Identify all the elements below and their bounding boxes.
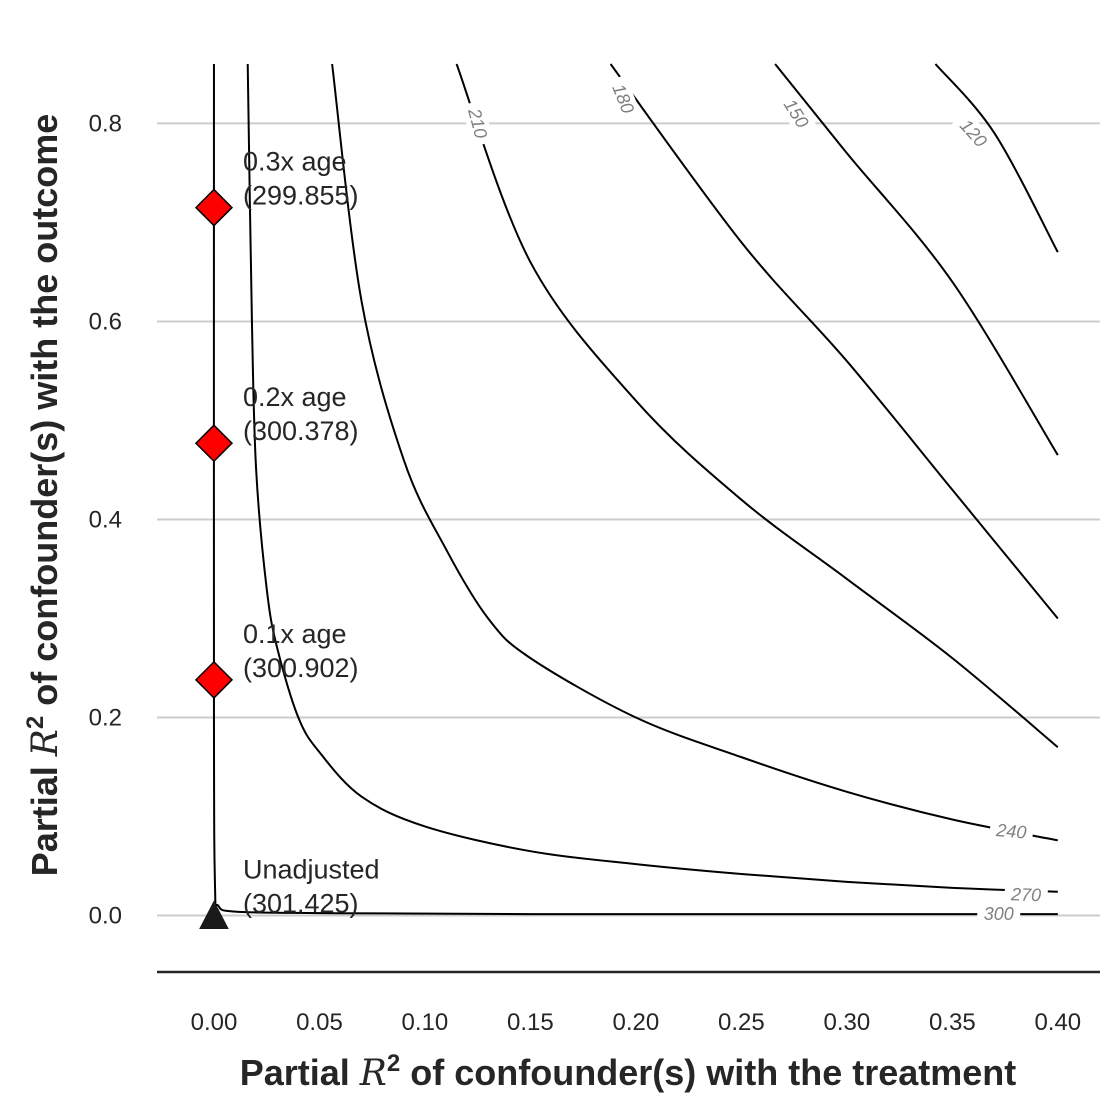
bound-label-3: 0.3x age (299.855) (243, 147, 359, 211)
contour-label-gap (604, 74, 642, 123)
unadjusted-label-line2: (301.425) (243, 889, 359, 919)
contour-line-180 (609, 63, 1059, 620)
contour-label: 240 (995, 820, 1028, 843)
y-tick-label: 0.0 (89, 903, 122, 930)
y-axis-title-var: R (25, 729, 66, 757)
contour-line-300 (212, 63, 1058, 916)
bound-marker-1 (194, 660, 234, 699)
bound-label-2: 0.2x age (300.378) (243, 382, 359, 446)
contour-line-270 (246, 63, 1058, 893)
contour-label-gap (989, 818, 1034, 845)
contour-label-gap (775, 89, 817, 138)
x-tick-label: 0.30 (823, 1009, 870, 1036)
contour-label-gap (461, 99, 494, 148)
contour-label: 300 (984, 904, 1014, 924)
contour-label: 210 (464, 105, 491, 140)
x-tick-label: 0.00 (191, 1009, 238, 1036)
x-axis-title-var: R (359, 1053, 387, 1094)
bound-label-1-line1: 0.1x age (243, 619, 347, 649)
unadjusted-label: Unadjusted (301.425) (243, 855, 380, 919)
x-tick-label: 0.35 (929, 1009, 976, 1036)
contour-label: 270 (1010, 884, 1042, 905)
point-annotations: Unadjusted (301.425) 0.1x age (300.902) 0.2x… (243, 147, 380, 919)
y-tick-label: 0.8 (89, 110, 122, 137)
y-tick-label: 0.2 (89, 705, 122, 732)
unadjusted-marker (199, 900, 229, 930)
contour-lines (212, 63, 1059, 916)
contour-label-gap (977, 903, 1021, 926)
unadjusted-label-line1: Unadjusted (243, 855, 380, 885)
contour-label-gap (1004, 883, 1049, 907)
bound-label-1: 0.1x age (300.902) (243, 619, 359, 683)
contour-line-150 (774, 63, 1059, 456)
y-tick-label: 0.4 (89, 506, 122, 533)
x-axis-title-prefix: Partial (240, 1052, 360, 1093)
bound-label-2-line2: (300.378) (243, 416, 359, 446)
bound-label-2-line1: 0.2x age (243, 382, 347, 412)
y-axis-title: Partial R2 of confounder(s) with the out… (22, 114, 66, 877)
x-tick-label: 0.05 (296, 1009, 343, 1036)
x-tick-label: 0.40 (1034, 1009, 1081, 1036)
bound-label-3-line2: (299.855) (243, 181, 359, 211)
x-axis-title-sup: 2 (387, 1050, 400, 1077)
bound-points (194, 188, 234, 930)
y-tick-labels: 0.0 0.2 0.4 0.6 0.8 (89, 110, 122, 929)
bound-label-1-line2: (300.902) (243, 653, 359, 683)
x-tick-labels: 0.00 0.05 0.10 0.15 0.20 0.25 0.30 0.35 0.40 (191, 1009, 1082, 1036)
x-axis-title: Partial R2 of confounder(s) with the tre… (240, 1050, 1017, 1094)
y-axis-title-sup: 2 (22, 716, 49, 729)
contour-line-120 (934, 63, 1059, 253)
contour-line-240 (331, 63, 1059, 842)
x-tick-label: 0.10 (402, 1009, 449, 1036)
y-tick-label: 0.6 (89, 308, 122, 335)
bound-label-3-line1: 0.3x age (243, 147, 347, 177)
contour-label-gap (950, 109, 996, 157)
contour-line-210 (455, 63, 1059, 748)
y-axis-title-prefix: Partial (24, 756, 65, 876)
y-axis-title-suffix: of confounder(s) with the outcome (24, 114, 65, 716)
x-tick-label: 0.15 (507, 1009, 554, 1036)
bound-marker-3 (194, 188, 234, 227)
grid-lines (157, 122, 1100, 917)
x-tick-label: 0.25 (718, 1009, 765, 1036)
x-tick-label: 0.20 (613, 1009, 660, 1036)
x-axis-title-suffix: of confounder(s) with the treatment (400, 1052, 1016, 1093)
bound-marker-2 (194, 424, 234, 463)
